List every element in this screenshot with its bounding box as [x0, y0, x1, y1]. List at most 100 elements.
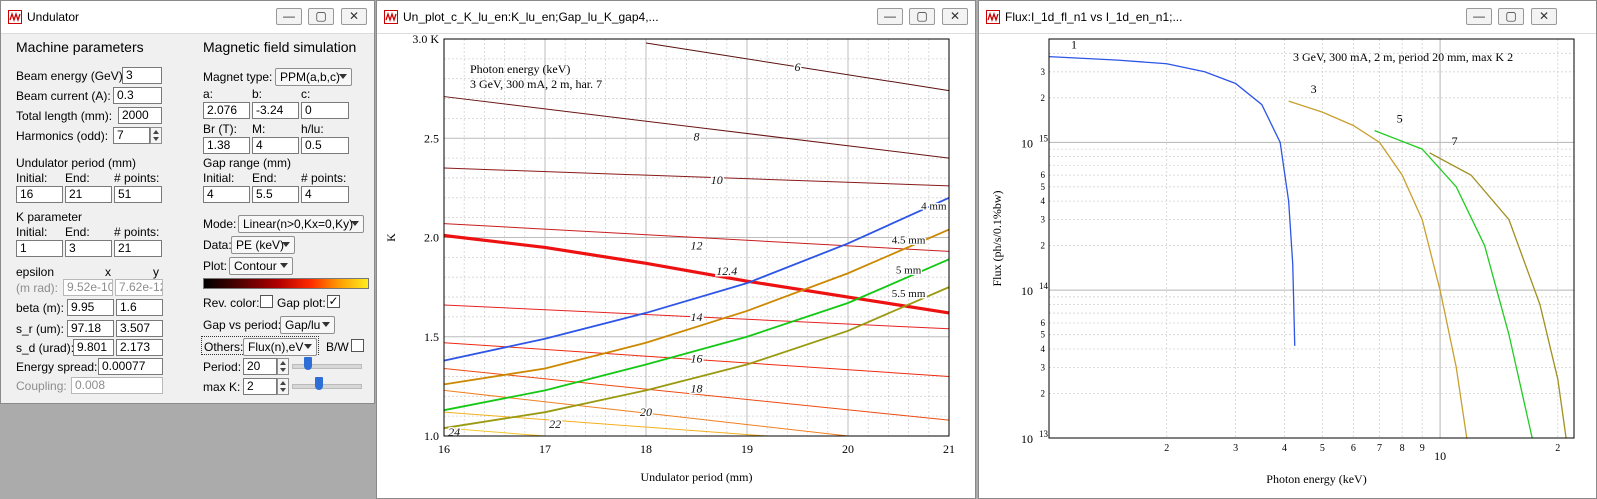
close-button[interactable]: ✕ — [1531, 8, 1557, 25]
gap-plot-checkbox[interactable]: ✓ — [327, 294, 340, 308]
rev-color-checkbox[interactable] — [260, 295, 273, 308]
max-k-spinner[interactable] — [277, 378, 289, 395]
period-input[interactable]: 20 — [243, 358, 277, 375]
hlu-input[interactable]: 0.5 — [301, 137, 349, 154]
contour-titlebar[interactable]: Un_plot_c_K_lu_en:K_lu_en;Gap_lu_K_gap4,… — [377, 1, 975, 34]
br-input[interactable]: 1.38 — [203, 137, 250, 154]
bw-checkbox[interactable] — [351, 339, 364, 352]
x-column-label: x — [105, 265, 111, 279]
y-minor-tick-label: 4 — [1041, 196, 1046, 206]
minimize-button[interactable]: — — [877, 8, 903, 25]
x-tick-label: 8 — [1400, 443, 1405, 454]
max-k-slider-track[interactable] — [292, 384, 362, 389]
energy-spread-input[interactable]: 0.00077 — [98, 358, 163, 375]
beta-y-input[interactable]: 1.6 — [116, 299, 163, 316]
y-minor-tick-label: 4 — [1041, 344, 1046, 354]
gap-initial-input[interactable]: 4 — [203, 186, 250, 203]
k-initial-input[interactable]: 1 — [16, 240, 63, 257]
plot-select[interactable]: Contour — [229, 257, 293, 275]
maximize-button[interactable]: ▢ — [308, 8, 334, 25]
epsilon-y-input: 7.62e-12 — [115, 279, 163, 296]
color-scale-bar — [203, 278, 369, 289]
mode-select[interactable]: Linear(n>0,Kx=0,Ky) — [238, 215, 364, 233]
x-tick-label: 5 — [1320, 443, 1325, 454]
sd-y-input[interactable]: 2.173 — [116, 339, 163, 356]
plot-annotation: Photon energy (keV) — [470, 62, 570, 76]
sr-label: s_r (um): — [16, 322, 64, 336]
period-initial-input[interactable]: 16 — [16, 186, 63, 203]
contour-label: 12.4 — [716, 264, 737, 278]
gap-line-label: 5.5 mm — [892, 288, 926, 300]
y-minor-tick-label: 2 — [1041, 388, 1046, 398]
contour-plot: 6 8 10 12 12.4 14 16 18 20 22 24 4 mm 4.5 mm 5 mm 5.5 … — [384, 34, 955, 484]
app-icon — [384, 10, 398, 24]
x-tick-label: 9 — [1420, 443, 1425, 454]
plot-annotation: 3 GeV, 300 mA, 2 m, period 20 mm, max K … — [1293, 50, 1513, 64]
period-label: Period: — [203, 360, 242, 374]
y-tick-label: 1.0 — [424, 429, 439, 443]
beam-current-label: Beam current (A): — [16, 89, 111, 103]
k-end-label: End: — [65, 225, 90, 239]
magnet-type-select[interactable]: PPM(a,b,c) — [275, 68, 352, 86]
harmonics-input[interactable]: 7 — [113, 127, 150, 144]
k-points-input[interactable]: 21 — [114, 240, 162, 257]
data-select[interactable]: PE (keV) — [231, 236, 295, 254]
others-label: Others: — [204, 340, 244, 354]
y-minor-tick-label: 5 — [1041, 330, 1046, 340]
period-spinner[interactable] — [277, 358, 289, 375]
minimize-button[interactable]: — — [1466, 8, 1492, 25]
period-initial-label: Initial: — [16, 171, 48, 185]
sr-y-input[interactable]: 3.507 — [116, 320, 163, 337]
flux-titlebar[interactable]: Flux:I_1d_fl_n1 vs I_1d_en_n1;... — ▢ ✕ — [979, 1, 1596, 34]
m-label: M: — [252, 122, 266, 136]
magnet-type-value: PPM(a,b,c) — [280, 70, 341, 84]
m-input[interactable]: 4 — [252, 137, 299, 154]
beam-current-input[interactable]: 0.3 — [113, 87, 162, 104]
maximize-button[interactable]: ▢ — [1498, 8, 1524, 25]
x-tick-label: 3 — [1233, 443, 1238, 454]
chevron-down-icon — [280, 263, 288, 268]
sd-x-input[interactable]: 9.801 — [73, 339, 114, 356]
undulator-titlebar[interactable]: Undulator — ▢ ✕ — [1, 1, 374, 34]
series-label: 3 — [1311, 82, 1317, 96]
close-button[interactable]: ✕ — [942, 8, 968, 25]
harmonics-spinner[interactable] — [150, 127, 162, 144]
beta-x-input[interactable]: 9.95 — [67, 299, 114, 316]
x-tick-label: 20 — [842, 442, 854, 456]
contour-label: 6 — [795, 60, 801, 74]
contour-line-8 — [443, 96, 950, 159]
maximize-button[interactable]: ▢ — [909, 8, 935, 25]
sr-x-input[interactable]: 97.18 — [67, 320, 114, 337]
b-input[interactable]: -3.24 — [252, 102, 299, 119]
gap-points-input[interactable]: 4 — [301, 186, 349, 203]
max-k-input[interactable]: 2 — [243, 378, 277, 395]
y-axis-label: K — [384, 233, 398, 242]
flux-series — [1429, 152, 1567, 439]
flux-series — [1374, 130, 1533, 439]
x-tick-label: 2 — [1555, 443, 1560, 454]
contour-label: 16 — [691, 352, 703, 366]
y-tick-exponent: 14 — [1039, 281, 1049, 291]
close-button[interactable]: ✕ — [341, 8, 367, 25]
k-end-input[interactable]: 3 — [65, 240, 112, 257]
gap-end-input[interactable]: 5.5 — [252, 186, 299, 203]
gap-line — [443, 196, 950, 362]
max-k-slider-thumb[interactable] — [315, 377, 323, 390]
contour-line-24 — [443, 427, 546, 437]
period-slider-track[interactable] — [292, 364, 362, 369]
others-select[interactable]: Flux(n),eV — [243, 338, 317, 356]
gap-line-label: 5 mm — [896, 264, 922, 276]
total-length-input[interactable]: 2000 — [118, 107, 162, 124]
beam-energy-input[interactable]: 3 — [122, 67, 162, 84]
period-end-input[interactable]: 21 — [65, 186, 112, 203]
period-slider-thumb[interactable] — [304, 357, 312, 370]
gap-vs-period-label: Gap vs period: — [203, 318, 282, 332]
period-points-input[interactable]: 51 — [114, 186, 162, 203]
a-input[interactable]: 2.076 — [203, 102, 250, 119]
minimize-button[interactable]: — — [276, 8, 302, 25]
c-input[interactable]: 0 — [301, 102, 349, 119]
gap-vs-period-select[interactable]: Gap/lu — [280, 316, 335, 334]
chevron-down-icon — [339, 74, 347, 79]
gap-range-header: Gap range (mm) — [203, 156, 292, 170]
coupling-input: 0.008 — [71, 377, 163, 394]
